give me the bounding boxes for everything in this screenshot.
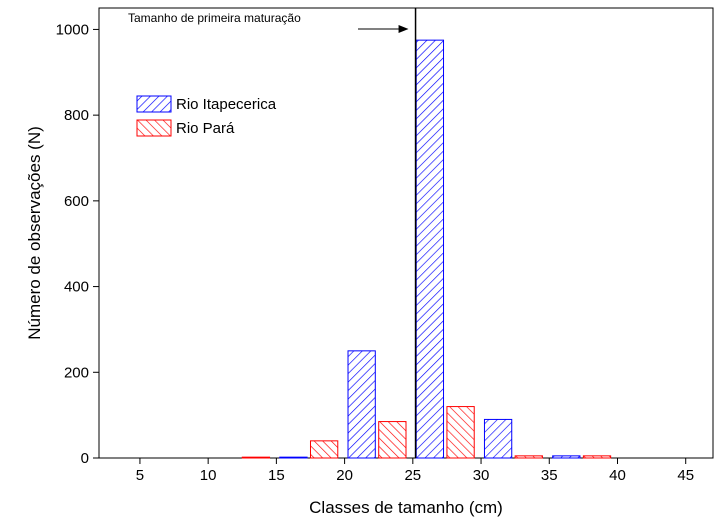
x-tick-label-30: 30 bbox=[473, 467, 490, 484]
bar-para-30-35 bbox=[514, 455, 543, 459]
maturation-annotation: Tamanho de primeira maturação bbox=[128, 8, 417, 458]
bar-itapecerica-15-20 bbox=[279, 456, 308, 459]
y-tick-label-1000: 1000 bbox=[56, 21, 89, 38]
plot-border bbox=[98, 7, 714, 459]
x-tick-label-45: 45 bbox=[677, 467, 694, 484]
y-axis-title: Número de observações (N) bbox=[25, 126, 44, 340]
legend: Rio Itapecerica Rio Pará bbox=[136, 95, 277, 137]
maturation-label: Tamanho de primeira maturação bbox=[128, 11, 301, 25]
legend-swatch-itapecerica bbox=[136, 95, 172, 113]
x-tick-label-20: 20 bbox=[336, 467, 353, 484]
x-tick-label-5: 5 bbox=[136, 467, 144, 484]
x-tick-label-25: 25 bbox=[404, 467, 421, 484]
bars-layer bbox=[241, 39, 612, 459]
y-tick-label-800: 800 bbox=[64, 107, 89, 124]
legend-label-itapecerica: Rio Itapecerica bbox=[176, 96, 277, 113]
x-tick-label-15: 15 bbox=[268, 467, 285, 484]
x-tick-label-10: 10 bbox=[200, 467, 217, 484]
bar-itapecerica-20-25 bbox=[347, 350, 376, 459]
bar-para-35-40 bbox=[582, 455, 612, 459]
y-tick-label-200: 200 bbox=[64, 364, 89, 381]
legend-label-para: Rio Pará bbox=[176, 120, 235, 137]
legend-swatch-para bbox=[136, 119, 172, 137]
y-tick-label-600: 600 bbox=[64, 193, 89, 210]
x-tick-label-35: 35 bbox=[541, 467, 558, 484]
x-tick-label-40: 40 bbox=[609, 467, 626, 484]
bar-para-20-25 bbox=[378, 421, 407, 459]
plot-frame bbox=[98, 7, 714, 459]
y-tick-label-400: 400 bbox=[64, 279, 89, 296]
bar-para-10-15 bbox=[241, 456, 271, 459]
y-tick-label-0: 0 bbox=[81, 450, 89, 467]
bar-para-15-20 bbox=[309, 440, 339, 459]
bar-itapecerica-25-30 bbox=[415, 39, 445, 459]
axes-layer: 5 10 15 20 25 30 35 40 45 0 200 400 600 800 1000 bbox=[56, 21, 694, 484]
bar-itapecerica-35-40 bbox=[552, 455, 581, 459]
bar-para-25-30 bbox=[446, 406, 475, 459]
bar-itapecerica-30-35 bbox=[483, 418, 513, 459]
x-axis-title: Classes de tamanho (cm) bbox=[309, 498, 503, 517]
